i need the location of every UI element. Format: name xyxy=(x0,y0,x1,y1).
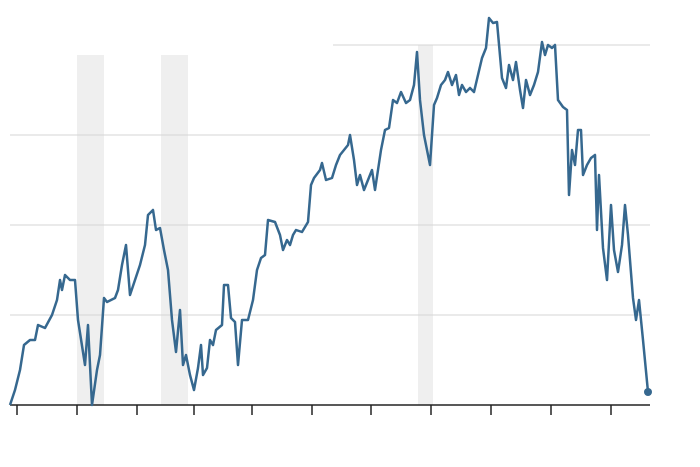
line xyxy=(8,16,650,407)
recession-band xyxy=(161,55,188,405)
end-marker xyxy=(644,388,652,396)
